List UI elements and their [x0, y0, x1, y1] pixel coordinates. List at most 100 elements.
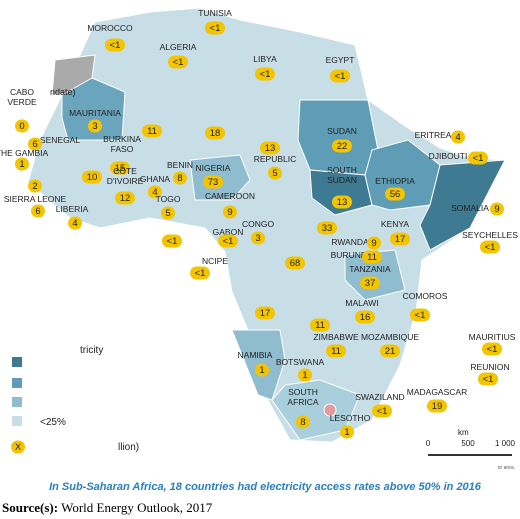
access-value: 11	[367, 252, 377, 263]
access-value: <1	[487, 344, 498, 355]
country-name: LIBYA	[253, 54, 277, 64]
access-value-pill	[168, 55, 188, 69]
access-value-pill	[28, 137, 42, 151]
access-value: 5	[165, 208, 170, 219]
caption: In Sub-Saharan Africa, 18 countries had …	[49, 481, 482, 493]
access-value: 73	[208, 177, 219, 188]
access-value-pill	[110, 161, 130, 175]
access-value-pill	[385, 187, 405, 201]
scale-tick: 500	[461, 439, 475, 448]
access-value: <1	[195, 268, 206, 279]
access-value: 4	[455, 132, 460, 143]
country-name: SWAZILAND	[355, 392, 404, 402]
access-value: 6	[35, 206, 40, 217]
access-value: <1	[260, 69, 271, 80]
country-name: SENEGAL	[40, 135, 80, 145]
access-value-pill	[482, 342, 502, 356]
access-value: 5	[272, 168, 277, 179]
source: Source(s): World Energy Outlook, 2017	[2, 500, 213, 515]
access-value: 68	[290, 258, 301, 269]
country-name: ETHIOPIA	[375, 176, 415, 186]
access-value: <1	[110, 40, 121, 51]
access-value: 1	[302, 370, 307, 381]
access-value-pill	[88, 119, 102, 133]
country-name: SUDAN	[327, 175, 357, 185]
access-value-pill	[15, 157, 29, 171]
legend-note: llion)	[118, 442, 139, 453]
legend-label: <25%	[40, 417, 66, 428]
access-value-pill	[260, 141, 280, 155]
legend-swatch	[12, 416, 22, 426]
access-value: <1	[167, 236, 178, 247]
access-value-pill	[468, 151, 488, 165]
legend-swatch	[12, 357, 22, 367]
country-name: MADAGASCAR	[407, 387, 467, 397]
scale-tick: 0	[426, 439, 431, 448]
country-name: CAMEROON	[205, 191, 255, 201]
access-value: <1	[415, 310, 426, 321]
country-name: TUNISIA	[198, 8, 232, 18]
country-name: KENYA	[381, 219, 410, 229]
country-name: CONGO	[242, 219, 275, 229]
scale-tick: 1 000	[495, 439, 516, 448]
south-africa	[271, 379, 361, 441]
country-name: NIGERIA	[196, 163, 231, 173]
access-value-pill	[205, 21, 225, 35]
country-name: BURKINA	[103, 134, 141, 144]
access-value-pill	[82, 170, 102, 184]
access-value: 8	[300, 417, 305, 428]
access-value: 21	[385, 346, 396, 357]
access-value-pill	[105, 38, 125, 52]
access-value-pill	[255, 306, 275, 320]
continent	[27, 7, 506, 443]
legend-marker: X	[15, 442, 22, 453]
access-value: 33	[322, 223, 333, 234]
country-name: D'IVOIRE	[107, 176, 144, 186]
access-value-pill	[268, 166, 282, 180]
access-value-pill	[451, 130, 465, 144]
access-value-pill	[480, 240, 500, 254]
access-value-pill	[355, 310, 375, 324]
country-name: ALGERIA	[160, 42, 197, 52]
country-name: EGYPT	[326, 55, 355, 65]
country-name: RWANDA	[331, 237, 369, 247]
access-value-pill	[317, 221, 337, 235]
access-value: <1	[173, 57, 184, 68]
access-value-pill	[362, 250, 382, 264]
access-value: 8	[177, 173, 182, 184]
source-text: World Energy Outlook, 2017	[58, 500, 213, 515]
access-value-pill	[390, 232, 410, 246]
access-value-pill	[15, 119, 29, 133]
access-value: 3	[255, 233, 260, 244]
access-value: 2	[32, 181, 37, 192]
country-name: GABON	[213, 227, 244, 237]
access-value: 4	[152, 187, 157, 198]
access-value: 0	[19, 121, 24, 132]
access-value-pill	[490, 202, 504, 216]
access-value: 56	[390, 189, 401, 200]
country-name: CÔTE	[113, 166, 137, 176]
access-value: 6	[32, 139, 37, 150]
country-name: MAURITIUS	[469, 332, 516, 342]
access-value: 11	[331, 346, 341, 357]
country-name: SOUTH	[327, 165, 357, 175]
label-fragment: ndate)	[50, 87, 76, 97]
country-name: DJIBOUTI	[429, 151, 468, 161]
country-name: LIBERIA	[56, 204, 89, 214]
access-value-pill	[380, 344, 400, 358]
access-value: 1	[259, 365, 264, 376]
access-value-pill	[360, 276, 380, 290]
access-value-pill	[332, 195, 352, 209]
access-value: <1	[335, 71, 346, 82]
access-value-pill	[326, 344, 346, 358]
access-value-pill	[28, 179, 42, 193]
legend-title: tricity	[80, 345, 103, 356]
country-name: VERDE	[7, 97, 37, 107]
country-name: LESOTHO	[330, 413, 371, 423]
access-value-pill	[203, 175, 223, 189]
country-name: AFRICA	[287, 397, 319, 407]
ethiopia	[364, 139, 441, 211]
access-value: 18	[210, 128, 221, 139]
country-name: BOTSWANA	[276, 357, 325, 367]
